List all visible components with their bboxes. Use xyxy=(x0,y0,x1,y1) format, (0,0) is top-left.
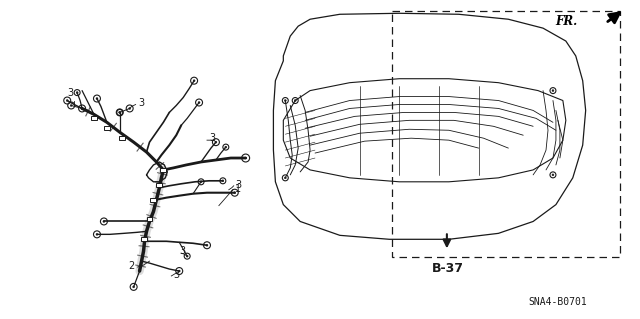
Circle shape xyxy=(76,92,78,93)
Circle shape xyxy=(200,181,202,183)
Text: 3: 3 xyxy=(236,180,242,190)
Bar xyxy=(104,126,110,130)
Circle shape xyxy=(222,180,224,182)
Bar xyxy=(119,136,125,140)
Circle shape xyxy=(96,234,98,235)
Circle shape xyxy=(225,146,227,148)
Circle shape xyxy=(96,98,98,100)
Text: 3: 3 xyxy=(67,87,73,98)
Text: 2: 2 xyxy=(129,261,134,271)
Circle shape xyxy=(70,105,72,107)
Circle shape xyxy=(552,174,554,176)
Circle shape xyxy=(66,100,68,101)
Circle shape xyxy=(119,111,121,114)
Circle shape xyxy=(244,157,246,159)
Circle shape xyxy=(179,270,180,272)
Text: B-37: B-37 xyxy=(432,262,464,275)
Circle shape xyxy=(294,100,296,101)
Circle shape xyxy=(234,192,236,194)
Circle shape xyxy=(193,80,195,82)
Circle shape xyxy=(119,111,121,114)
Bar xyxy=(392,11,620,257)
Text: 3: 3 xyxy=(139,98,145,108)
Circle shape xyxy=(284,100,286,101)
Bar xyxy=(150,198,156,202)
Text: 1: 1 xyxy=(235,184,241,194)
Text: 3: 3 xyxy=(173,270,179,280)
Bar xyxy=(147,218,152,221)
Circle shape xyxy=(129,108,131,109)
Text: SNA4-B0701: SNA4-B0701 xyxy=(529,297,588,307)
Text: FR.: FR. xyxy=(556,15,578,28)
Bar xyxy=(156,183,163,187)
Circle shape xyxy=(552,90,554,92)
Bar xyxy=(141,237,147,241)
Circle shape xyxy=(206,244,208,246)
Circle shape xyxy=(132,286,134,288)
Circle shape xyxy=(284,177,286,179)
Text: 3: 3 xyxy=(209,133,215,143)
Circle shape xyxy=(198,101,200,103)
Circle shape xyxy=(81,108,83,109)
Bar xyxy=(91,116,97,120)
Circle shape xyxy=(186,255,188,257)
Text: 3: 3 xyxy=(179,246,186,256)
Circle shape xyxy=(103,220,105,222)
Bar xyxy=(161,168,166,172)
Circle shape xyxy=(215,141,217,143)
